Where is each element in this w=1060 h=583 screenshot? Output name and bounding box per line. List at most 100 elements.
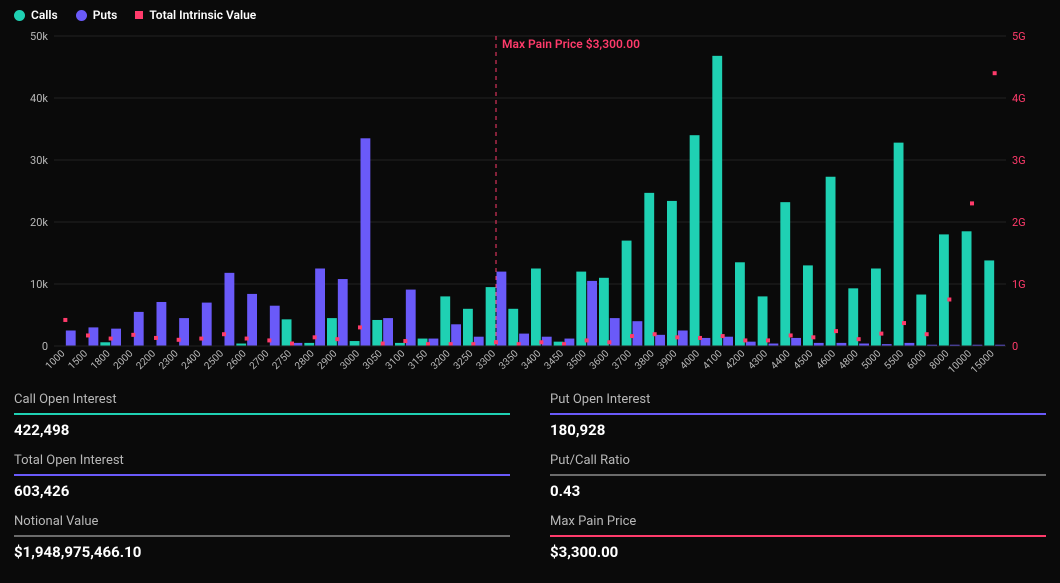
tiv-point[interactable]: [630, 334, 634, 338]
tiv-point[interactable]: [721, 334, 725, 338]
bar-call[interactable]: [894, 143, 904, 346]
bar-call[interactable]: [327, 318, 337, 346]
bar-put[interactable]: [723, 337, 733, 346]
tiv-point[interactable]: [222, 332, 226, 336]
tiv-point[interactable]: [381, 342, 385, 346]
bar-put[interactable]: [791, 338, 801, 346]
tiv-point[interactable]: [811, 335, 815, 339]
bar-call[interactable]: [690, 135, 700, 346]
tiv-point[interactable]: [154, 336, 158, 340]
bar-call[interactable]: [962, 231, 972, 346]
bar-put[interactable]: [655, 335, 665, 346]
stat-max-pain-label: Max Pain Price: [550, 514, 1046, 537]
stat-call-oi-label: Call Open Interest: [14, 392, 510, 415]
tiv-point[interactable]: [902, 321, 906, 325]
bar-put[interactable]: [633, 321, 643, 346]
bar-call[interactable]: [735, 262, 745, 346]
tiv-point[interactable]: [199, 337, 203, 341]
stat-call-oi: Call Open Interest 422,498: [14, 392, 510, 439]
tiv-point[interactable]: [86, 333, 90, 337]
bar-call[interactable]: [508, 309, 518, 346]
stat-notional-label: Notional Value: [14, 514, 510, 537]
tiv-point[interactable]: [925, 332, 929, 336]
bar-call[interactable]: [486, 287, 496, 346]
tiv-point[interactable]: [970, 201, 974, 205]
tiv-point[interactable]: [766, 338, 770, 342]
bar-call[interactable]: [350, 341, 360, 346]
bar-call[interactable]: [667, 201, 677, 346]
tiv-point[interactable]: [789, 333, 793, 337]
tiv-point[interactable]: [63, 318, 67, 322]
tiv-point[interactable]: [358, 325, 362, 329]
x-tick-label: 3200: [429, 348, 453, 372]
bar-call[interactable]: [576, 272, 586, 346]
chart-svg: 010k20k30k40k50k01G2G3G4G5G1000150018002…: [14, 28, 1046, 380]
svg-text:3G: 3G: [1012, 154, 1026, 167]
bar-call[interactable]: [826, 177, 836, 346]
stat-pc-ratio: Put/Call Ratio 0.43: [550, 453, 1046, 500]
legend-calls[interactable]: Calls: [14, 8, 58, 22]
bar-put[interactable]: [66, 331, 76, 347]
bar-put[interactable]: [497, 272, 507, 346]
stat-max-pain: Max Pain Price $3,300.00: [550, 514, 1046, 561]
tiv-point[interactable]: [245, 337, 249, 341]
stat-total-oi-value: 603,426: [14, 482, 510, 500]
bar-call[interactable]: [939, 234, 949, 346]
tiv-point[interactable]: [403, 339, 407, 343]
svg-text:0: 0: [42, 340, 48, 353]
legend-tiv[interactable]: Total Intrinsic Value: [135, 8, 256, 22]
x-tick-label: 2600: [225, 348, 249, 372]
bar-put[interactable]: [179, 318, 189, 346]
bar-call[interactable]: [599, 278, 609, 346]
tiv-point[interactable]: [109, 337, 113, 341]
tiv-point[interactable]: [834, 329, 838, 333]
x-tick-label: 2800: [293, 348, 317, 372]
tiv-point[interactable]: [267, 338, 271, 342]
bar-call[interactable]: [780, 202, 790, 346]
tiv-point[interactable]: [539, 340, 543, 344]
bar-put[interactable]: [134, 312, 144, 346]
tiv-point[interactable]: [313, 335, 317, 339]
tiv-point[interactable]: [857, 337, 861, 341]
bar-call[interactable]: [803, 265, 813, 346]
stat-total-oi: Total Open Interest 603,426: [14, 453, 510, 500]
x-tick-label: 3800: [633, 348, 657, 372]
tiv-point[interactable]: [607, 340, 611, 344]
stat-put-oi-label: Put Open Interest: [550, 392, 1046, 415]
bar-put[interactable]: [587, 281, 597, 346]
tiv-point[interactable]: [585, 338, 589, 342]
bar-call[interactable]: [984, 260, 994, 346]
bar-call[interactable]: [622, 241, 632, 346]
bar-call[interactable]: [916, 295, 926, 346]
x-tick-label: 3600: [588, 348, 612, 372]
bar-put[interactable]: [406, 290, 416, 346]
tiv-point[interactable]: [335, 337, 339, 341]
bar-call[interactable]: [712, 56, 722, 346]
bar-call[interactable]: [100, 342, 110, 346]
stat-put-oi-value: 180,928: [550, 421, 1046, 439]
stat-pc-ratio-label: Put/Call Ratio: [550, 453, 1046, 476]
legend-puts[interactable]: Puts: [76, 8, 118, 22]
x-tick-label: 3100: [384, 348, 408, 372]
stat-notional: Notional Value $1,948,975,466.10: [14, 514, 510, 561]
tiv-point[interactable]: [290, 342, 294, 346]
bar-put[interactable]: [338, 279, 348, 346]
bar-put[interactable]: [361, 138, 371, 346]
tiv-point[interactable]: [131, 333, 135, 337]
svg-text:50k: 50k: [30, 30, 48, 43]
tiv-point[interactable]: [993, 71, 997, 75]
tiv-point[interactable]: [653, 332, 657, 336]
x-tick-label: 3500: [565, 348, 589, 372]
svg-text:40k: 40k: [30, 92, 48, 105]
bar-call[interactable]: [531, 269, 541, 347]
tiv-point[interactable]: [698, 336, 702, 340]
tiv-point[interactable]: [675, 335, 679, 339]
bar-call[interactable]: [644, 193, 654, 346]
bar-call[interactable]: [440, 296, 450, 346]
tiv-point[interactable]: [743, 338, 747, 342]
tiv-point[interactable]: [947, 298, 951, 302]
bar-call[interactable]: [463, 309, 473, 346]
tiv-point[interactable]: [879, 332, 883, 336]
tiv-point[interactable]: [177, 338, 181, 342]
bar-put[interactable]: [315, 269, 325, 347]
